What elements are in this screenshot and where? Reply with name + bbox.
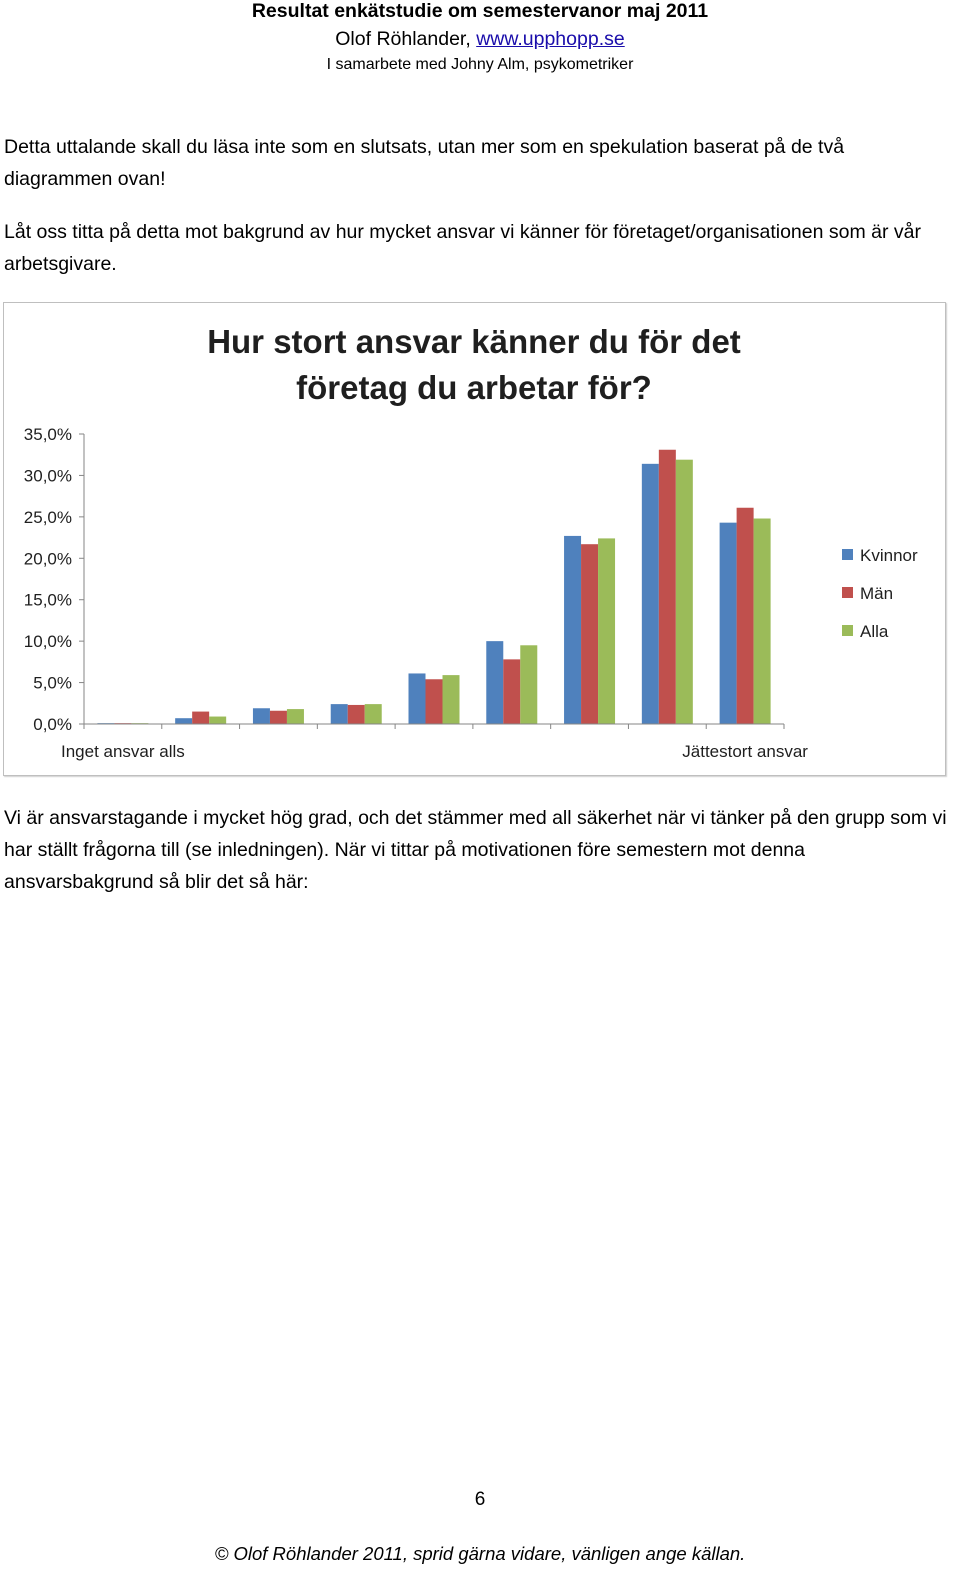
bar-kvinnor — [330, 704, 348, 724]
chart-svg: Hur stort ansvar känner du för det föret… — [24, 323, 918, 761]
bar-män — [347, 704, 365, 724]
y-axis: 0,0% 5,0% 10,0% 15,0% 20,0% 25,0% 30,0% 35,0% — [24, 425, 85, 734]
collaboration-note: I samarbete med Johny Alm, psykometriker — [326, 56, 634, 73]
paragraph-speculation: Detta uttalande skall du läsa inte som e… — [4, 136, 845, 190]
bar-alla — [675, 459, 693, 724]
legend-label: Alla — [860, 622, 889, 641]
bar-alla — [520, 645, 538, 724]
page-number: 6 — [474, 1489, 486, 1510]
bar-kvinnor — [252, 708, 270, 724]
bar-män — [503, 659, 521, 724]
bar-kvinnor — [564, 535, 582, 724]
y-tick-label: 10,0% — [24, 632, 72, 651]
author-name: Olof Röhlander, — [335, 28, 477, 50]
bar-alla — [753, 518, 771, 724]
bar-män — [736, 507, 754, 724]
y-tick-label: 0,0% — [33, 715, 72, 734]
chart-title-line-2: företag du arbetar för? — [296, 369, 652, 406]
bar-kvinnor — [641, 463, 659, 724]
legend: Kvinnor Män Alla — [842, 546, 918, 641]
bar-kvinnor — [175, 718, 193, 724]
y-tick-label: 15,0% — [24, 591, 72, 610]
bar-kvinnor — [719, 522, 737, 724]
x-axis: Inget ansvar alls Jättestort ansvar — [61, 723, 808, 761]
y-tick-label: 5,0% — [33, 674, 72, 693]
bars — [97, 449, 771, 724]
chart-title-line-1: Hur stort ansvar känner du för det — [207, 323, 741, 360]
legend-swatch — [842, 625, 853, 636]
paragraph-responsibility: Låt oss titta på detta mot bakgrund av h… — [4, 221, 921, 275]
bar-alla — [364, 704, 382, 724]
y-tick-label: 35,0% — [24, 425, 72, 444]
bar-män — [425, 679, 443, 724]
bar-alla — [209, 716, 227, 724]
copyright-footer: © Olof Röhlander 2011, sprid gärna vidar… — [214, 1543, 746, 1564]
document-title: Resultat enkätstudie om semestervanor ma… — [251, 0, 709, 22]
y-tick-label: 20,0% — [24, 549, 72, 568]
bar-män — [581, 544, 599, 724]
bar-män — [192, 711, 210, 724]
bar-alla — [442, 675, 460, 724]
category-label: Inget ansvar alls — [61, 742, 185, 761]
category-label: Jättestort ansvar — [682, 742, 808, 761]
bar-alla — [598, 538, 616, 724]
document-author: Olof Röhlander, www.upphopp.se — [0, 28, 960, 51]
responsibility-chart: Hur stort ansvar känner du för det föret… — [3, 302, 946, 776]
legend-label: Kvinnor — [860, 546, 918, 565]
paragraph-conclusion: Vi är ansvarstagande i mycket hög grad, … — [4, 807, 947, 893]
bar-män — [658, 449, 676, 724]
bar-kvinnor — [486, 641, 504, 724]
legend-swatch — [842, 587, 853, 598]
bar-kvinnor — [408, 673, 426, 724]
legend-label: Män — [860, 584, 893, 603]
bar-alla — [286, 709, 304, 724]
website-link[interactable]: www.upphopp.se — [476, 28, 625, 50]
bar-män — [269, 710, 287, 724]
legend-swatch — [842, 549, 853, 560]
y-tick-label: 30,0% — [24, 466, 72, 485]
y-tick-label: 25,0% — [24, 508, 72, 527]
